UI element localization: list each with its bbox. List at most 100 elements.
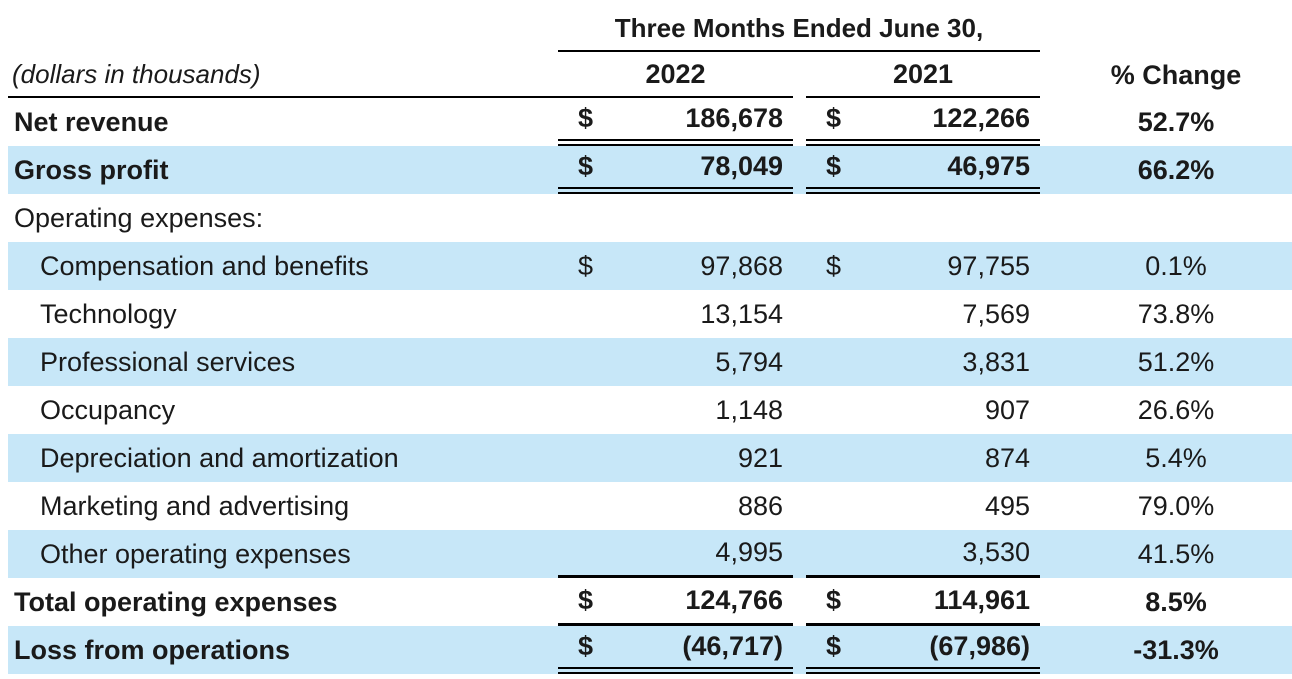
dollar-sign: $ [826,151,842,181]
pct-change-value: 51.2% [1137,346,1215,377]
value-2022: 124,766 [685,585,783,615]
column-gap [793,242,806,290]
column-gap [793,482,806,530]
column-gap [793,194,806,242]
table-row: Professional services 5,794 3,831 51.2% [8,338,1292,386]
value-2022: 1,148 [715,394,783,425]
value-2021-cell: 907 [806,386,1040,434]
value-2021: 122,266 [932,103,1030,133]
column-gap [793,98,806,146]
column-gap [793,626,806,674]
pct-change-value: 0.1% [1145,250,1207,281]
table-row: Net revenue $186,678 $122,266 52.7% [8,98,1292,146]
value-2021: 495 [984,490,1030,521]
row-label: Operating expenses: [14,202,264,233]
pct-change-value: 5.4% [1145,442,1207,473]
row-label: Technology [40,298,177,329]
column-gap [793,434,806,482]
column-gap [793,52,806,98]
column-header-2022: 2022 [558,52,793,98]
value-2022: 78,049 [700,151,783,181]
table-row: Technology 13,154 7,569 73.8% [8,290,1292,338]
dollar-sign: $ [578,103,594,133]
value-2021: (67,986) [929,631,1030,661]
row-label: Gross profit [14,154,169,185]
value-2022-cell: $186,678 [558,98,793,146]
value-2022-cell: $ (46,717) [558,626,793,674]
table-row: Depreciation and amortization 921 874 5.4% [8,434,1292,482]
value-2021: 46,975 [947,151,1030,181]
pct-change-value [1040,194,1292,242]
row-label: Loss from operations [14,634,291,665]
row-label: Professional services [40,346,296,377]
table-row: Gross profit $78,049 $46,975 66.2% [8,146,1292,194]
pct-change-value: 52.7% [1137,106,1215,137]
column-header-pct-change: % Change [1110,59,1242,90]
value-2022: 5,794 [715,346,783,377]
pct-change-value: 26.6% [1137,394,1215,425]
value-2022: (46,717) [682,631,783,661]
dollar-sign: $ [826,585,842,615]
value-2022-cell: 4,995 [558,530,793,578]
value-2021: 114,961 [933,585,1030,615]
table-row: Marketing and advertising 886 495 79.0% [8,482,1292,530]
period-title: Three Months Ended June 30, [558,6,1040,52]
row-label: Net revenue [14,106,169,137]
column-gap [793,386,806,434]
dollar-sign: $ [826,250,842,281]
value-2021-cell: $ (67,986) [806,626,1040,674]
value-2022: 13,154 [700,298,783,329]
row-label: Marketing and advertising [40,490,350,521]
row-label: Compensation and benefits [40,250,369,281]
value-2021-cell: 3,831 [806,338,1040,386]
row-label: Other operating expenses [40,538,351,569]
value-2021: 97,755 [947,250,1030,281]
dollar-sign: $ [578,631,594,661]
table-body: Net revenue $186,678 $122,266 52.7% Gross pr… [8,98,1292,674]
column-gap [793,338,806,386]
value-2022: 4,995 [715,537,783,567]
column-gap [793,290,806,338]
column-gap [793,146,806,194]
dollar-sign: $ [826,103,842,133]
value-2022: 921 [737,442,783,473]
value-2022: 886 [737,490,783,521]
value-2022: 97,868 [700,250,783,281]
dollar-sign: $ [578,250,594,281]
row-label: Depreciation and amortization [40,442,399,473]
value-2022-cell: $78,049 [558,146,793,194]
value-2022-cell: $124,766 [558,578,793,626]
value-2021-cell: $114,961 [806,578,1040,626]
table-row: Other operating expenses 4,995 3,530 41.5% [8,530,1292,578]
value-2021-cell: $46,975 [806,146,1040,194]
table-row: Compensation and benefits $97,868 $97,755 0… [8,242,1292,290]
value-2022: 186,678 [685,103,783,133]
pct-change-value: 79.0% [1137,490,1215,521]
table-row: Operating expenses: [8,194,1292,242]
table-row: Loss from operations $ (46,717) $ (67,986) -3… [8,626,1292,674]
dollar-sign: $ [578,151,594,181]
pct-change-value: 8.5% [1145,586,1207,617]
value-2021: 874 [984,442,1030,473]
value-2022-cell: 921 [558,434,793,482]
value-2021: 907 [984,394,1030,425]
value-2021: 3,530 [962,537,1030,567]
column-gap [793,578,806,626]
value-2021-cell: 874 [806,434,1040,482]
table-title-row: Three Months Ended June 30, [8,6,1292,52]
value-2022-cell: 13,154 [558,290,793,338]
value-2021-cell: 7,569 [806,290,1040,338]
pct-change-value: 66.2% [1137,154,1215,185]
value-2022-cell [558,194,793,242]
value-2021-cell [806,194,1040,242]
value-2021: 7,569 [962,298,1030,329]
column-header-2021: 2021 [806,52,1040,98]
table-row: Total operating expenses $124,766 $114,961… [8,578,1292,626]
value-2022-cell: 5,794 [558,338,793,386]
pct-change-value: 41.5% [1137,538,1215,569]
value-2021-cell: 495 [806,482,1040,530]
financial-results-table: Three Months Ended June 30, (dollars in … [8,0,1292,674]
pct-change-value: 73.8% [1137,298,1215,329]
value-2022-cell: 1,148 [558,386,793,434]
row-label: Occupancy [40,394,176,425]
